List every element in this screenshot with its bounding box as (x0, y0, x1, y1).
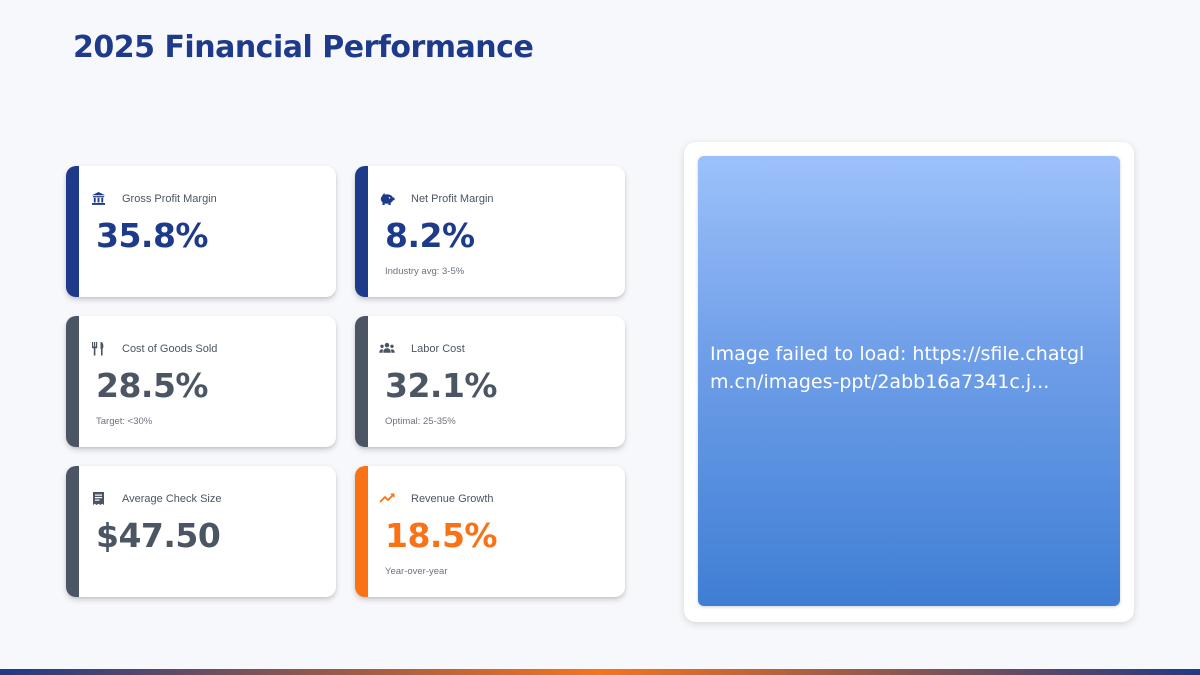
card-accent-bar (66, 166, 79, 297)
piggy-bank-icon (379, 190, 395, 206)
metric-note: Optimal: 25-35% (385, 416, 456, 427)
metric-note: Industry avg: 3-5% (385, 266, 465, 277)
metric-card-gross-profit-margin: Gross Profit Margin 35.8% (66, 166, 336, 297)
metric-card-labor-cost: Labor Cost 32.1% Optimal: 25-35% (355, 316, 625, 447)
broken-image-placeholder: Image failed to load: https://sfile.chat… (698, 156, 1120, 606)
metric-value: 8.2% (385, 216, 475, 255)
page-title: 2025 Financial Performance (73, 30, 534, 65)
metric-card-revenue-growth: Revenue Growth 18.5% Year-over-year (355, 466, 625, 597)
card-accent-bar (355, 466, 368, 597)
trend-up-icon (379, 490, 395, 506)
metric-value: 18.5% (385, 516, 498, 555)
card-accent-bar (355, 166, 368, 297)
utensils-icon (90, 340, 106, 356)
metric-card-average-check-size: Average Check Size $47.50 (66, 466, 336, 597)
metric-label: Gross Profit Margin (122, 193, 217, 205)
metric-label: Labor Cost (411, 343, 465, 355)
metric-value: 32.1% (385, 366, 498, 405)
image-panel: Image failed to load: https://sfile.chat… (684, 142, 1134, 622)
metric-value: 35.8% (96, 216, 209, 255)
metric-note: Target: <30% (96, 416, 153, 427)
card-accent-bar (66, 316, 79, 447)
receipt-icon (90, 490, 106, 506)
card-accent-bar (355, 316, 368, 447)
users-icon (379, 340, 395, 356)
metric-label: Average Check Size (122, 493, 222, 505)
metric-card-cost-of-goods-sold: Cost of Goods Sold 28.5% Target: <30% (66, 316, 336, 447)
metric-label: Revenue Growth (411, 493, 494, 505)
metric-label: Cost of Goods Sold (122, 343, 218, 355)
metric-value: $47.50 (96, 516, 221, 555)
metric-value: 28.5% (96, 366, 209, 405)
bank-icon (90, 190, 106, 206)
metric-card-net-profit-margin: Net Profit Margin 8.2% Industry avg: 3-5… (355, 166, 625, 297)
card-accent-bar (66, 466, 79, 597)
metric-note: Year-over-year (385, 566, 448, 577)
image-error-message: Image failed to load: https://sfile.chat… (710, 343, 1085, 393)
bottom-accent-bar (0, 669, 1200, 675)
metric-label: Net Profit Margin (411, 193, 494, 205)
